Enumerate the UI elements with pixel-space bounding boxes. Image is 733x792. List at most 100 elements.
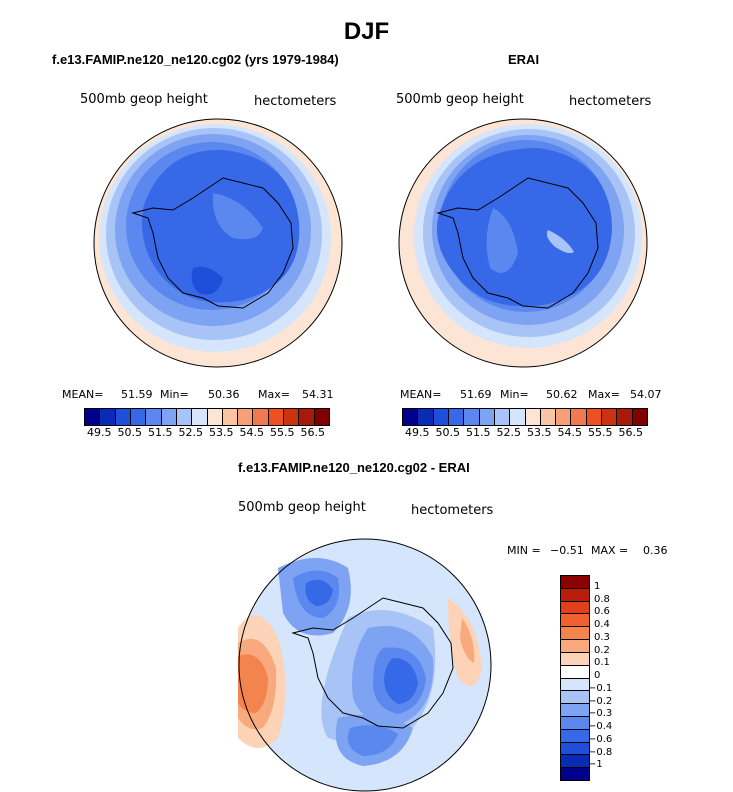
- colorbar-tick-label: −0.3: [588, 708, 613, 720]
- colorbar-tick-label: −1: [588, 759, 603, 771]
- colorbar-swatch: [561, 640, 589, 653]
- panel-1-colorbar-ticks: 49.5 50.5 51.5 52.5 53.5 54.5 55.5 56.5: [84, 426, 328, 440]
- colorbar-tick-label: 53.5: [209, 426, 234, 439]
- panel-2-mean-label: MEAN=: [400, 388, 442, 401]
- colorbar-swatch: [586, 409, 603, 425]
- colorbar-swatch: [268, 409, 285, 425]
- panel-2-colorbar-ticks: 49.5 50.5 51.5 52.5 53.5 54.5 55.5 56.5: [402, 426, 646, 440]
- colorbar-tick-label: −0.2: [588, 695, 613, 707]
- colorbar-tick-label: 0.1: [594, 657, 610, 669]
- colorbar-swatch: [561, 755, 589, 769]
- colorbar-tick-label: 51.5: [466, 426, 491, 439]
- colorbar-swatch: [403, 409, 419, 425]
- colorbar-tick-label: 54.5: [239, 426, 265, 439]
- panel-2-min: 50.62: [546, 388, 578, 401]
- colorbar-tick-label: −0.4: [588, 721, 613, 732]
- colorbar-tick-label: 52.5: [178, 426, 204, 439]
- colorbar-swatch: [494, 409, 511, 425]
- colorbar-tick-label: 56.5: [300, 426, 326, 439]
- colorbar-swatch: [561, 729, 589, 743]
- colorbar-swatch: [464, 409, 480, 425]
- colorbar-swatch: [540, 409, 557, 425]
- panel-2-mean: 51.69: [460, 388, 492, 401]
- colorbar-swatch: [284, 409, 300, 425]
- panel-2-title: ERAI: [508, 52, 540, 67]
- colorbar-tick-label: 51.5: [148, 426, 173, 439]
- diff-min-label: MIN =: [507, 544, 541, 557]
- colorbar-swatch: [510, 409, 526, 425]
- main-title: DJF: [343, 18, 390, 45]
- diff-colorbar-ticks: 1 0.8 0.6 0.4 0.3 0.2 0.1 0 −0.1 −0.2 −0.3 −0.4 −0.6…: [588, 575, 634, 779]
- colorbar-tick-label: 0.8: [594, 593, 610, 605]
- colorbar-tick-label: 0.4: [594, 619, 610, 630]
- colorbar-tick-label: 49.5: [87, 426, 112, 439]
- colorbar-swatch: [176, 409, 193, 425]
- diff-units: hectometers: [411, 503, 494, 518]
- colorbar-swatch: [561, 742, 589, 756]
- colorbar-swatch: [161, 409, 177, 425]
- panel-1-min: 50.36: [208, 388, 240, 401]
- colorbar-tick-label: 54.5: [557, 426, 583, 439]
- colorbar-swatch: [146, 409, 162, 425]
- colorbar-swatch: [617, 409, 633, 425]
- panel-2-max: 54.07: [630, 388, 662, 401]
- colorbar-swatch: [561, 768, 589, 780]
- colorbar-tick-label: 53.5: [527, 426, 552, 439]
- colorbar-tick-label: 0.6: [594, 606, 610, 618]
- colorbar-swatch: [525, 409, 541, 425]
- colorbar-tick-label: 0: [594, 670, 601, 681]
- colorbar-tick-label: 55.5: [588, 426, 613, 439]
- panel-2-min-label: Min=: [500, 388, 529, 401]
- colorbar-swatch: [115, 409, 131, 425]
- colorbar-swatch: [561, 704, 589, 717]
- colorbar-swatch: [433, 409, 449, 425]
- diff-colorbar: [560, 575, 590, 781]
- panel-1-max-label: Max=: [258, 388, 290, 401]
- colorbar-tick-label: 52.5: [496, 426, 522, 439]
- panel-1-max: 54.31: [302, 388, 334, 401]
- colorbar-swatch: [85, 409, 101, 425]
- colorbar-swatch: [130, 409, 147, 425]
- colorbar-swatch: [602, 409, 618, 425]
- colorbar-swatch: [207, 409, 223, 425]
- panel-1-title: f.e13.FAMIP.ne120_ne120.cg02 (yrs 1979-1…: [52, 52, 339, 67]
- colorbar-swatch: [418, 409, 434, 425]
- diff-variable: 500mb geop height: [238, 500, 366, 515]
- panel-1-mean-label: MEAN=: [62, 388, 104, 401]
- diff-title: f.e13.FAMIP.ne120_ne120.cg02 - ERAI: [238, 460, 470, 475]
- panel-1-colorbar: [84, 408, 330, 426]
- colorbar-swatch: [556, 409, 572, 425]
- colorbar-swatch: [561, 691, 589, 705]
- panel-1-variable: 500mb geop height: [80, 92, 208, 107]
- panel-2-max-label: Max=: [588, 388, 620, 401]
- colorbar-tick-label: 56.5: [618, 426, 644, 439]
- colorbar-tick-label: −0.1: [588, 682, 613, 694]
- colorbar-swatch: [561, 614, 589, 628]
- colorbar-tick-label: −0.6: [588, 733, 613, 745]
- colorbar-swatch: [561, 601, 589, 615]
- colorbar-swatch: [561, 588, 589, 602]
- panel-2-variable: 500mb geop height: [396, 92, 524, 107]
- colorbar-swatch: [561, 576, 589, 589]
- colorbar-swatch: [571, 409, 587, 425]
- panel-2-polar-map: [398, 118, 648, 368]
- diff-max-label: MAX =: [591, 544, 629, 557]
- colorbar-swatch: [253, 409, 269, 425]
- colorbar-swatch: [561, 652, 589, 666]
- colorbar-tick-label: −0.8: [588, 746, 613, 758]
- colorbar-tick-label: 0.3: [594, 631, 610, 643]
- panel-1-units: hectometers: [254, 94, 337, 109]
- panel-2-colorbar: [402, 408, 648, 426]
- colorbar-swatch: [479, 409, 495, 425]
- diff-min: −0.51: [550, 544, 584, 557]
- diff-max: 0.36: [643, 544, 668, 557]
- panel-1-mean: 51.59: [121, 388, 153, 401]
- colorbar-swatch: [561, 665, 589, 679]
- colorbar-swatch: [632, 409, 647, 425]
- panel-1-polar-map: [93, 118, 343, 368]
- colorbar-swatch: [561, 627, 589, 641]
- colorbar-swatch: [192, 409, 208, 425]
- diff-polar-map: [238, 538, 492, 792]
- colorbar-swatch: [561, 716, 589, 730]
- colorbar-tick-label: 50.5: [435, 426, 461, 439]
